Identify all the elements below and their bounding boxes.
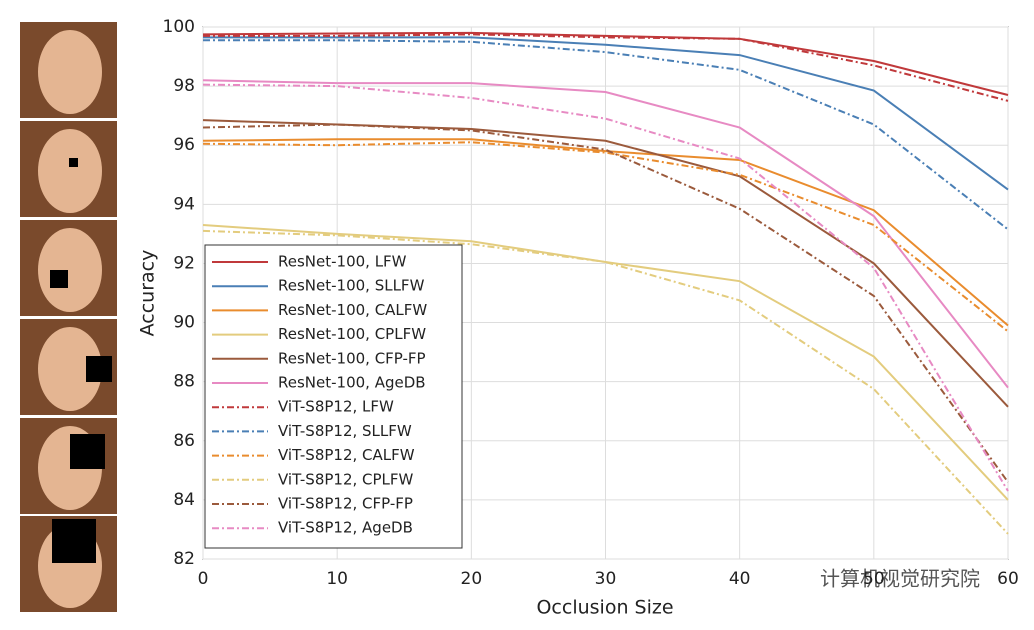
face: [20, 22, 117, 118]
y-tick-label: 92: [173, 253, 195, 273]
y-tick-label: 94: [173, 194, 195, 214]
x-tick-label: 40: [729, 569, 751, 589]
y-tick-label: 88: [173, 372, 195, 392]
series-line: [202, 31, 1009, 96]
face: [20, 516, 117, 612]
legend: ResNet-100, LFW ResNet-100, SLLFW ResNet-1…: [204, 244, 463, 549]
legend-label: ViT-S8P12, CALFW: [278, 446, 415, 464]
y-tick-label: 90: [173, 313, 195, 333]
face-strip: [20, 22, 117, 612]
y-tick-label: 82: [173, 549, 195, 569]
series-line: [202, 123, 1009, 483]
legend-label: ResNet-100, CFP-FP: [278, 349, 426, 367]
legend-box: [204, 244, 463, 549]
legend-label: ViT-S8P12, LFW: [278, 398, 394, 416]
y-tick-label: 84: [173, 490, 195, 510]
y-axis-label: Accuracy: [137, 250, 159, 337]
legend-label: ViT-S8P12, AgeDB: [278, 519, 413, 537]
x-tick-label: 50: [863, 569, 885, 589]
watermark: 计算机视觉研究院: [820, 567, 980, 591]
legend-label: ResNet-100, SLLFW: [278, 277, 425, 295]
x-axis-label: Occlusion Size: [536, 597, 673, 619]
series-line: [202, 138, 1009, 327]
legend-label: ViT-S8P12, CFP-FP: [278, 495, 413, 513]
y-tick-label: 86: [173, 431, 195, 451]
x-tick-label: 10: [326, 569, 348, 589]
legend-label: ResNet-100, AgeDB: [278, 374, 426, 392]
face: [20, 319, 117, 415]
legend-label: ViT-S8P12, SLLFW: [278, 422, 412, 440]
series-line: [202, 79, 1009, 389]
face: [20, 121, 117, 217]
series-line: [202, 224, 1009, 501]
legend-label: ResNet-100, CALFW: [278, 301, 427, 319]
y-tick-label: 100: [163, 17, 195, 37]
legend-label: ResNet-100, LFW: [278, 253, 407, 271]
y-tick-label: 96: [173, 135, 195, 155]
x-tick-label: 60: [997, 569, 1019, 589]
legend-label: ResNet-100, CPLFW: [278, 325, 426, 343]
face: [20, 418, 117, 514]
y-tick-label: 98: [173, 76, 195, 96]
legend-label: ViT-S8P12, CPLFW: [278, 470, 414, 488]
x-tick-label: 30: [595, 569, 617, 589]
series-line: [203, 36, 1009, 191]
x-tick-label: 0: [198, 569, 209, 589]
series-line: [202, 119, 1009, 408]
x-tick-label: 20: [461, 569, 483, 589]
face: [20, 220, 117, 316]
